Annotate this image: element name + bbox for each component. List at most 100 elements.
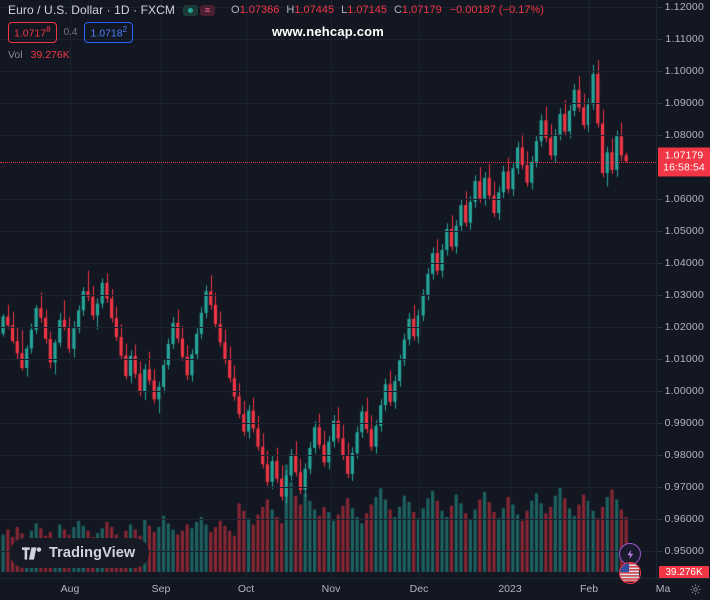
gridline-horizontal: [0, 487, 656, 488]
volume-axis-badge: 39.276K: [659, 566, 709, 579]
spread-value: 0.4: [63, 26, 78, 38]
legend-bid-ask-row: 1.07178 0.4 1.07182: [8, 22, 544, 43]
ohlc-values: O 1.07366 H 1.07445 L 1.07145 C 1.07179 −0.0018…: [231, 4, 544, 16]
gridline-horizontal: [0, 231, 656, 232]
ohlc-value-l: 1.07145: [347, 4, 387, 16]
price-tick-mark: [657, 519, 662, 520]
tradingview-mark-icon: [22, 546, 42, 560]
time-tick-label: Oct: [237, 583, 255, 595]
symbol-title[interactable]: Euro / U.S. Dollar · 1D · FXCM: [8, 3, 176, 17]
gridline-horizontal: [0, 519, 656, 520]
price-tick-label: 1.12000: [664, 1, 704, 13]
ohlc-key-h: H: [286, 4, 295, 16]
price-tick-label: 0.97000: [664, 481, 704, 493]
price-tick-label: 1.09000: [664, 97, 704, 109]
chart-legend: Euro / U.S. Dollar · 1D · FXCM ≡ O 1.0736…: [8, 3, 544, 61]
us-flag-icon[interactable]: [619, 562, 641, 584]
time-tick-label: Dec: [409, 583, 429, 595]
gridline-horizontal: [0, 71, 656, 72]
site-watermark: www.nehcap.com: [271, 24, 385, 39]
price-tick-mark: [657, 103, 662, 104]
price-tick-mark: [657, 359, 662, 360]
price-tick-mark: [657, 39, 662, 40]
gridline-horizontal: [0, 327, 656, 328]
legend-volume-row: Vol 39.276K: [8, 49, 544, 61]
price-tick-label: 0.96000: [664, 513, 704, 525]
gridline-vertical: [510, 0, 511, 578]
gridline-horizontal: [0, 455, 656, 456]
current-price-badge: 1.07179 16:58:54: [658, 147, 710, 177]
time-tick-label: 2023: [498, 583, 522, 595]
price-tick-mark: [657, 455, 662, 456]
bid-price-main: 1.0717: [14, 27, 47, 40]
current-price-time: 16:58:54: [663, 161, 705, 174]
time-tick-label: Feb: [579, 583, 599, 595]
legend-symbol-row: Euro / U.S. Dollar · 1D · FXCM ≡ O 1.0736…: [8, 3, 544, 17]
price-tick-mark: [657, 391, 662, 392]
price-tick-label: 1.06000: [664, 193, 704, 205]
ohlc-key-l: L: [341, 4, 348, 16]
chart-plot-area[interactable]: [0, 0, 656, 578]
price-tick-mark: [657, 199, 662, 200]
gridline-horizontal: [0, 199, 656, 200]
gridline-horizontal: [0, 103, 656, 104]
time-tick-label: Nov: [321, 583, 341, 595]
price-tick-mark: [657, 423, 662, 424]
price-tick-mark: [657, 231, 662, 232]
price-tick-label: 0.95000: [664, 545, 704, 557]
gridline-horizontal: [0, 423, 656, 424]
price-tick-label: 1.04000: [664, 257, 704, 269]
candlestick-canvas[interactable]: [0, 0, 656, 578]
ohlc-value-c: 1.07179: [401, 4, 442, 16]
gridline-vertical: [419, 0, 420, 578]
volume-label[interactable]: Vol: [8, 48, 23, 61]
gridline-horizontal: [0, 551, 656, 552]
gridline-horizontal: [0, 359, 656, 360]
price-tick-mark: [657, 7, 662, 8]
ohlc-value-h: 1.07445: [294, 4, 335, 16]
price-tick-label: 1.03000: [664, 289, 704, 301]
price-tick-mark: [657, 327, 662, 328]
time-axis[interactable]: Aug Sep Oct Nov Dec 2023 Feb Ma: [0, 578, 710, 600]
price-tick-mark: [657, 295, 662, 296]
price-tick-label: 1.00000: [664, 385, 704, 397]
ask-price-box[interactable]: 1.07182: [84, 22, 134, 43]
price-tick-mark: [657, 135, 662, 136]
price-change: −0.00187 (−0.17%): [449, 4, 544, 16]
bid-price-box[interactable]: 1.07178: [8, 22, 57, 43]
gridline-horizontal: [0, 135, 656, 136]
gridline-horizontal: [0, 295, 656, 296]
price-tick-mark: [657, 551, 662, 552]
price-tick-label: 1.05000: [664, 225, 704, 237]
price-tick-label: 1.01000: [664, 353, 704, 365]
gridline-vertical: [70, 0, 71, 578]
ohlc-value-o: 1.07366: [239, 4, 280, 16]
ask-price-main: 1.0718: [90, 27, 123, 40]
tradingview-wordmark: TradingView: [49, 545, 136, 561]
ask-price-sup: 2: [122, 25, 128, 34]
bid-price-sup: 8: [46, 25, 51, 34]
tradingview-logo[interactable]: TradingView: [10, 538, 150, 568]
price-tick-mark: [657, 487, 662, 488]
time-tick-label: Sep: [151, 583, 171, 595]
ohlc-key-o: O: [231, 4, 240, 16]
gridline-horizontal: [0, 263, 656, 264]
market-open-dot-icon: [183, 4, 199, 16]
ohlc-key-c: C: [393, 4, 402, 16]
chart-settings-badge-icon[interactable]: ≡: [200, 4, 216, 16]
gridline-horizontal: [0, 39, 656, 40]
gridline-horizontal: [0, 391, 656, 392]
price-tick-label: 1.11000: [665, 33, 704, 45]
volume-value: 39.276K: [30, 48, 70, 61]
price-tick-label: 1.10000: [664, 65, 704, 77]
legend-status-icons: ≡: [183, 4, 216, 16]
price-axis[interactable]: 1.12000 1.11000 1.10000 1.09000 1.08000 1.060…: [656, 0, 710, 579]
chart-settings-gear-icon[interactable]: [689, 583, 702, 596]
price-tick-mark: [657, 263, 662, 264]
gridline-vertical: [331, 0, 332, 578]
price-tick-mark: [657, 71, 662, 72]
time-tick-label: Ma: [655, 583, 671, 595]
price-tick-label: 1.08000: [664, 129, 704, 141]
time-tick-label: Aug: [60, 583, 80, 595]
